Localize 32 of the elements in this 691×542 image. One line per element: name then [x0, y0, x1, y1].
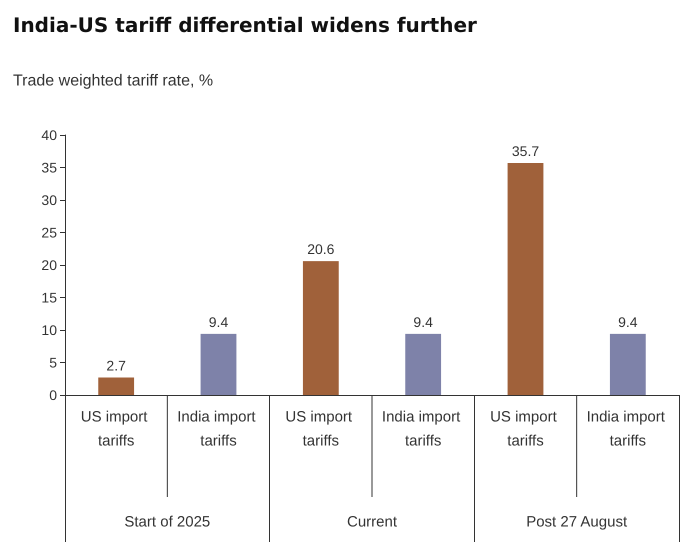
- x-tick-label: US import tariffs: [490, 408, 561, 450]
- bar: [302, 261, 339, 395]
- x-tick-label: India import tariffs: [177, 408, 260, 450]
- y-tick-label: 40: [41, 127, 58, 143]
- data-label: 9.4: [618, 314, 638, 330]
- y-tick-label: 35: [41, 160, 58, 176]
- data-label: 2.7: [106, 357, 126, 374]
- y-tick-label: 15: [41, 290, 58, 306]
- y-axis-title: Trade weighted tariff rate, %: [13, 72, 214, 90]
- x-tick-label: India import tariffs: [382, 408, 464, 450]
- bar: [610, 334, 646, 395]
- text: Current: [346, 514, 398, 530]
- y-tick-label: 30: [41, 192, 58, 208]
- y-tick-label: 25: [41, 224, 58, 240]
- data-label: 20.6: [307, 241, 335, 258]
- y-tick-label: 20: [41, 257, 58, 273]
- bar: [405, 334, 442, 395]
- text: Post 27 August: [526, 514, 628, 530]
- bar: [98, 377, 134, 395]
- data-label: 9.4: [413, 314, 434, 330]
- y-tick-label: 0: [49, 387, 58, 403]
- bar: [200, 334, 236, 395]
- chart-title: India-US tariff differential widens further: [13, 13, 478, 37]
- y-tick-label: 10: [41, 322, 58, 338]
- x-tick-label: US import tariffs: [285, 408, 356, 450]
- y-tick-label: 5: [49, 354, 58, 370]
- bar: [508, 162, 544, 395]
- x-tick-label: US import tariffs: [80, 408, 152, 450]
- text: Start of 2025: [124, 514, 210, 530]
- data-label: 9.4: [208, 314, 228, 330]
- x-tick-label: India import tariffs: [586, 408, 670, 450]
- data-label: 35.7: [512, 142, 540, 159]
